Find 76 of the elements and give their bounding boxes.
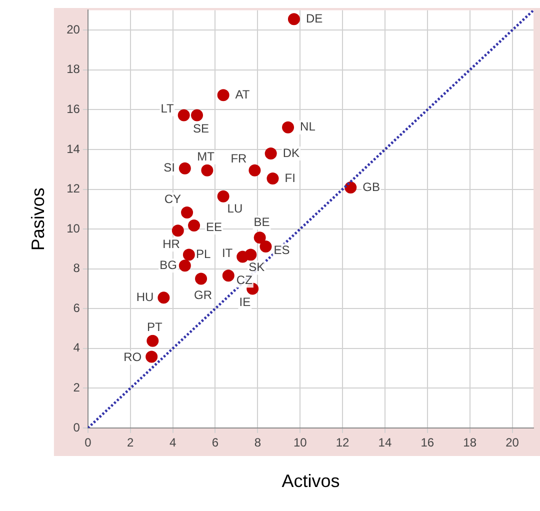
point <box>178 260 191 272</box>
annotation: GR <box>194 288 212 302</box>
point <box>344 181 357 194</box>
point <box>222 270 234 282</box>
point <box>266 172 279 185</box>
annotation: DE <box>306 11 323 26</box>
annotation: ES <box>274 242 290 257</box>
annotation: PL <box>196 247 211 262</box>
point <box>201 164 214 176</box>
point <box>178 162 191 174</box>
point <box>181 206 194 219</box>
annotation: AT <box>235 87 250 102</box>
x-tick-label: 10 <box>293 436 308 450</box>
point <box>217 190 230 202</box>
point <box>158 292 170 304</box>
point <box>217 89 230 102</box>
y-tick-label: 6 <box>73 300 80 315</box>
annotation: HU <box>136 290 154 304</box>
y-axis-title: Pasivos <box>28 188 48 251</box>
point <box>172 224 184 237</box>
point <box>146 350 158 363</box>
annotation: FI <box>284 170 296 185</box>
y-tick-label: 4 <box>73 340 80 355</box>
point <box>248 164 261 176</box>
annotation: EE <box>206 220 222 234</box>
y-tick-label: 12 <box>66 182 80 196</box>
y-tick-label: 14 <box>66 142 80 156</box>
annotation: MT <box>197 150 216 164</box>
annotation: PT <box>146 320 163 334</box>
annotation: BG <box>160 258 177 272</box>
annotation: DK <box>282 146 300 160</box>
annotation: FR <box>230 152 248 166</box>
x-tick-label: 12 <box>336 436 350 450</box>
annotation: LT <box>160 102 175 116</box>
annotation: SK <box>248 260 265 274</box>
y-tick-label: 20 <box>66 22 80 36</box>
annotation: BE <box>254 214 270 229</box>
point <box>188 219 200 232</box>
annotation: RO <box>124 350 142 364</box>
y-tick-label: 8 <box>73 261 80 276</box>
x-tick-label: 18 <box>463 436 477 450</box>
annotation: CZ <box>236 272 252 287</box>
y-tick-label: 18 <box>66 62 80 76</box>
x-tick-label: 4 <box>169 436 176 450</box>
point <box>191 109 203 122</box>
point <box>260 240 272 253</box>
x-tick-label: 14 <box>378 436 392 450</box>
point <box>288 13 300 26</box>
x-tick-label: 2 <box>127 436 134 450</box>
point <box>282 121 294 134</box>
annotation: NL <box>300 120 316 134</box>
annotation: GB <box>362 180 380 194</box>
x-tick-label: 8 <box>254 436 262 450</box>
annotation: CY <box>164 192 182 206</box>
point <box>264 147 277 160</box>
annotation: SI <box>164 160 175 175</box>
point <box>244 248 257 261</box>
x-tick-label: 6 <box>212 436 219 450</box>
x-axis-title: Activos <box>282 471 340 492</box>
point <box>146 334 159 347</box>
annotation: IE <box>239 295 251 310</box>
y-tick-label: 10 <box>66 221 80 236</box>
y-tick-label: 0 <box>73 420 80 434</box>
x-tick-label: 16 <box>420 436 434 450</box>
annotation: LU <box>227 202 243 216</box>
point <box>182 248 195 261</box>
point <box>195 272 208 285</box>
annotation: SE <box>193 122 210 136</box>
x-tick-label: 0 <box>84 436 92 450</box>
y-tick-label: 2 <box>73 380 80 395</box>
y-tick-label: 16 <box>66 102 80 116</box>
point <box>178 109 190 122</box>
annotation: HR <box>162 236 180 251</box>
point <box>254 232 266 244</box>
x-tick-label: 20 <box>506 436 520 450</box>
annotation: IT <box>222 246 234 260</box>
